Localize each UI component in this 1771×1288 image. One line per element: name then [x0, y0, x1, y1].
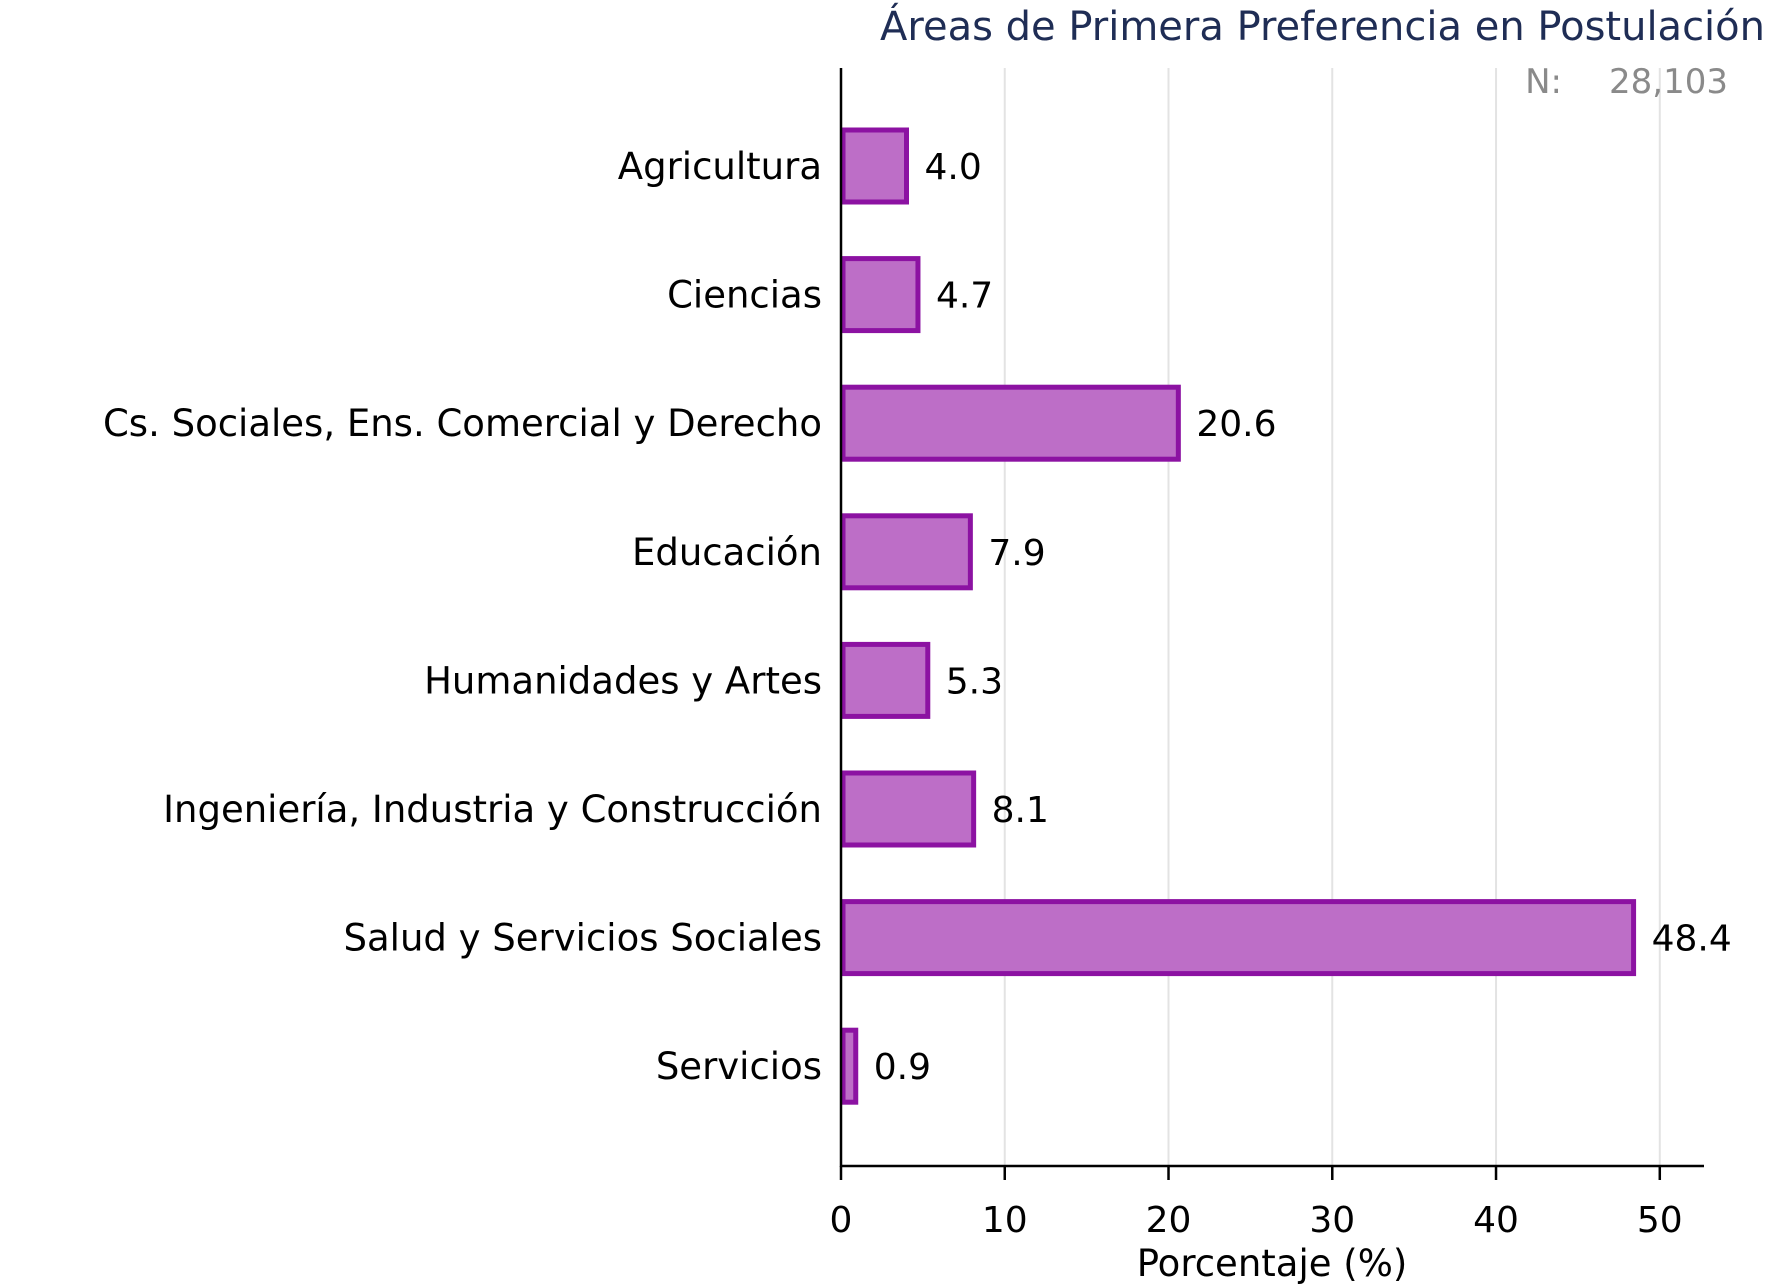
bar — [840, 770, 977, 848]
data-label: 4.0 — [925, 147, 982, 188]
bar — [840, 641, 931, 719]
x-tick-label: 40 — [1473, 1200, 1519, 1241]
category-label: Agricultura — [618, 145, 822, 188]
data-label: 0.9 — [874, 1047, 931, 1088]
category-label: Ciencias — [667, 274, 822, 317]
x-tick-label: 30 — [1309, 1200, 1355, 1241]
data-label: 4.7 — [936, 276, 993, 317]
n-label: N: — [1525, 62, 1562, 102]
x-tick-label: 0 — [830, 1200, 853, 1241]
x-tick-label: 10 — [982, 1200, 1028, 1241]
bar — [840, 1027, 859, 1105]
n-value: 28,103 — [1609, 62, 1728, 102]
data-label: 20.6 — [1196, 404, 1276, 445]
data-label: 48.4 — [1652, 919, 1732, 960]
category-label: Servicios — [656, 1045, 822, 1088]
category-label: Salud y Servicios Sociales — [344, 917, 822, 960]
category-label: Humanidades y Artes — [424, 659, 822, 702]
bars — [840, 127, 1637, 1105]
data-label: 5.3 — [946, 661, 1003, 702]
x-tick-label: 50 — [1637, 1200, 1683, 1241]
category-label: Educación — [632, 531, 822, 574]
data-label: 7.9 — [988, 533, 1045, 574]
category-label: Ingeniería, Industria y Construcción — [163, 788, 822, 831]
bar — [840, 899, 1637, 977]
x-axis-label: Porcentaje (%) — [1137, 1242, 1408, 1285]
bar — [840, 384, 1181, 462]
bar — [840, 513, 973, 591]
labels: 0 10 20 30 40 50 Agricultura 4.0 Ciencias 4.7 Cs. … — [103, 145, 1732, 1241]
chart-title: Áreas de Primera Preferencia en Postulac… — [880, 2, 1765, 50]
category-label: Cs. Sociales, Ens. Comercial y Derecho — [103, 402, 822, 445]
bar — [840, 256, 921, 334]
bar — [840, 127, 910, 205]
gridlines — [839, 68, 1662, 1180]
x-tick-label: 20 — [1146, 1200, 1192, 1241]
data-label: 8.1 — [992, 790, 1049, 831]
